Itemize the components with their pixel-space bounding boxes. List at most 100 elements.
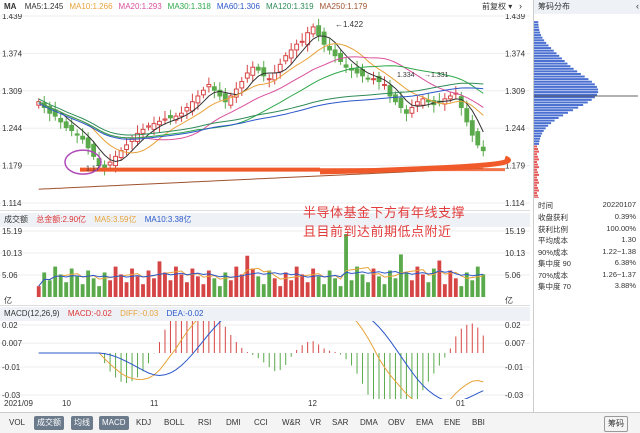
price-label-right: 1.244 [505,124,526,133]
chip-bar [534,148,538,151]
volume-label-right: 5.06 [505,271,521,280]
candle-up [184,106,190,112]
volume-bar [201,284,206,297]
toolbar-item-boll[interactable]: BOLL [164,418,185,427]
volume-bar [157,261,162,297]
chip-bar [534,176,537,179]
chip-bar [534,78,589,81]
chip-bar [534,70,578,73]
low-marker: 1.17 [86,165,100,172]
candle-up [266,78,272,81]
mid-marker: →1.331 [424,72,449,79]
chip-bar [534,52,557,55]
adjust-dropdown[interactable]: 前复权 ▾ [482,2,513,11]
candle-up [382,83,387,86]
volume-bar [442,284,447,297]
volume-unit-right: 亿 [505,295,513,305]
volume-bar [366,282,370,297]
price-chart[interactable]: 1.439 1.374 1.309 1.244 1.179 1.114 1.439 1.374… [0,14,530,210]
candle-down [464,108,470,123]
chip-histogram [534,21,638,198]
ma-item: MA10:1.266 [69,2,113,11]
candle-up [277,63,283,73]
volume-ma10-line [38,270,484,287]
chip-bar [534,28,540,31]
candle-down [261,67,267,77]
volume-bar [464,272,469,297]
candle-up [189,101,195,112]
volume-bar [135,276,140,297]
chip-bar [534,98,592,101]
toolbar-item-kdj[interactable]: KDJ [136,418,152,427]
volume-chart[interactable]: 15.19 15.19 10.13 10.13 5.06 5.06 亿 亿 [0,227,530,305]
ma-item: MA250:1.179 [319,2,368,11]
toolbar-item-ema[interactable]: EMA [416,418,434,427]
chip-button[interactable]: 筹码 [604,416,628,432]
chip-stat-label: 收盘获利 [538,213,568,222]
candle-up [140,128,146,134]
volume-bar [53,266,58,297]
toolbar-item-obv[interactable]: OBV [388,418,405,427]
toolbar-item-[interactable]: 均线 [71,416,93,430]
toolbar-item-wr[interactable]: W&R [282,418,301,427]
candle-down [58,117,64,123]
toolbar-item-rsi[interactable]: RSI [198,418,212,427]
volume-bar [267,270,272,297]
chip-collapse-icon[interactable]: ‹ [636,1,639,11]
candle-up [414,101,420,106]
toolbar-item-sar[interactable]: SAR [332,418,349,427]
chip-bar [534,41,547,44]
volume-bar [102,272,107,297]
candle-up [228,95,234,106]
chip-bar [534,129,544,132]
macd-chart[interactable]: 0.02 0.02 0.007 0.007 -0.01 -0.01 -0.03 -0.03 [0,321,530,399]
toolbar-item-[interactable]: 成交额 [34,416,64,430]
volume-bar [80,284,85,297]
ma30-line [38,65,484,139]
candle-down [69,124,75,132]
toolbar-item-dma[interactable]: DMA [360,418,378,427]
toolbar-item-ene[interactable]: ENE [444,418,461,427]
indicator-toolbar: VOL 成交额 均线 MACD KDJ BOLL RSI DMI CCI W&R VR SAR DMA O… [0,412,640,433]
toolbar-item-bbi[interactable]: BBI [472,418,485,427]
candle-down [404,109,409,114]
date-label: 01 [456,399,465,408]
chip-bar [534,31,541,34]
candle-down [321,31,327,45]
price-label-right: 1.374 [505,49,526,58]
chip-bar [534,85,597,88]
chip-bar [534,119,555,122]
chip-stat-row: 70%成本 1.26~1.37 [538,270,638,281]
candle-down [91,143,97,157]
toolbar-item-cci[interactable]: CCI [254,418,268,427]
volume-bar [322,284,327,297]
toolbar-item-dmi[interactable]: DMI [226,418,241,427]
volume-bar [305,282,310,297]
volume-bar [475,266,480,297]
diff-value: DIFF:-0.03 [120,309,159,318]
chip-distribution-panel: 筹码分布 ‹ 时间 20220107 收盘获利 0.39% 获利比例 100.00% 平均成… [533,0,640,412]
candle-down [85,137,91,149]
volume-bar [420,274,425,297]
chip-bar [534,101,588,104]
volume-bar [179,274,184,297]
macd-label-left: -0.03 [2,391,21,399]
chip-date-label: 时间 [538,201,553,210]
collapse-icon[interactable]: › [519,1,522,11]
volume-bar [409,280,414,297]
volume-unit-left: 亿 [4,295,12,305]
candle-up [420,98,426,106]
volume-bar [388,270,392,297]
chip-bar [534,122,552,125]
chip-stat-label: 集中度 70 [538,282,571,291]
chip-bar [534,49,554,52]
price-label-left: 1.244 [2,124,23,133]
toolbar-item-vol[interactable]: VOL [9,418,26,427]
chip-bar [534,34,542,37]
volume-bar [239,274,244,297]
candle-down [327,45,333,51]
toolbar-item-macd[interactable]: MACD [99,416,129,430]
candle-up [250,66,256,76]
volume-bar [97,286,102,297]
toolbar-item-vr[interactable]: VR [310,418,322,427]
